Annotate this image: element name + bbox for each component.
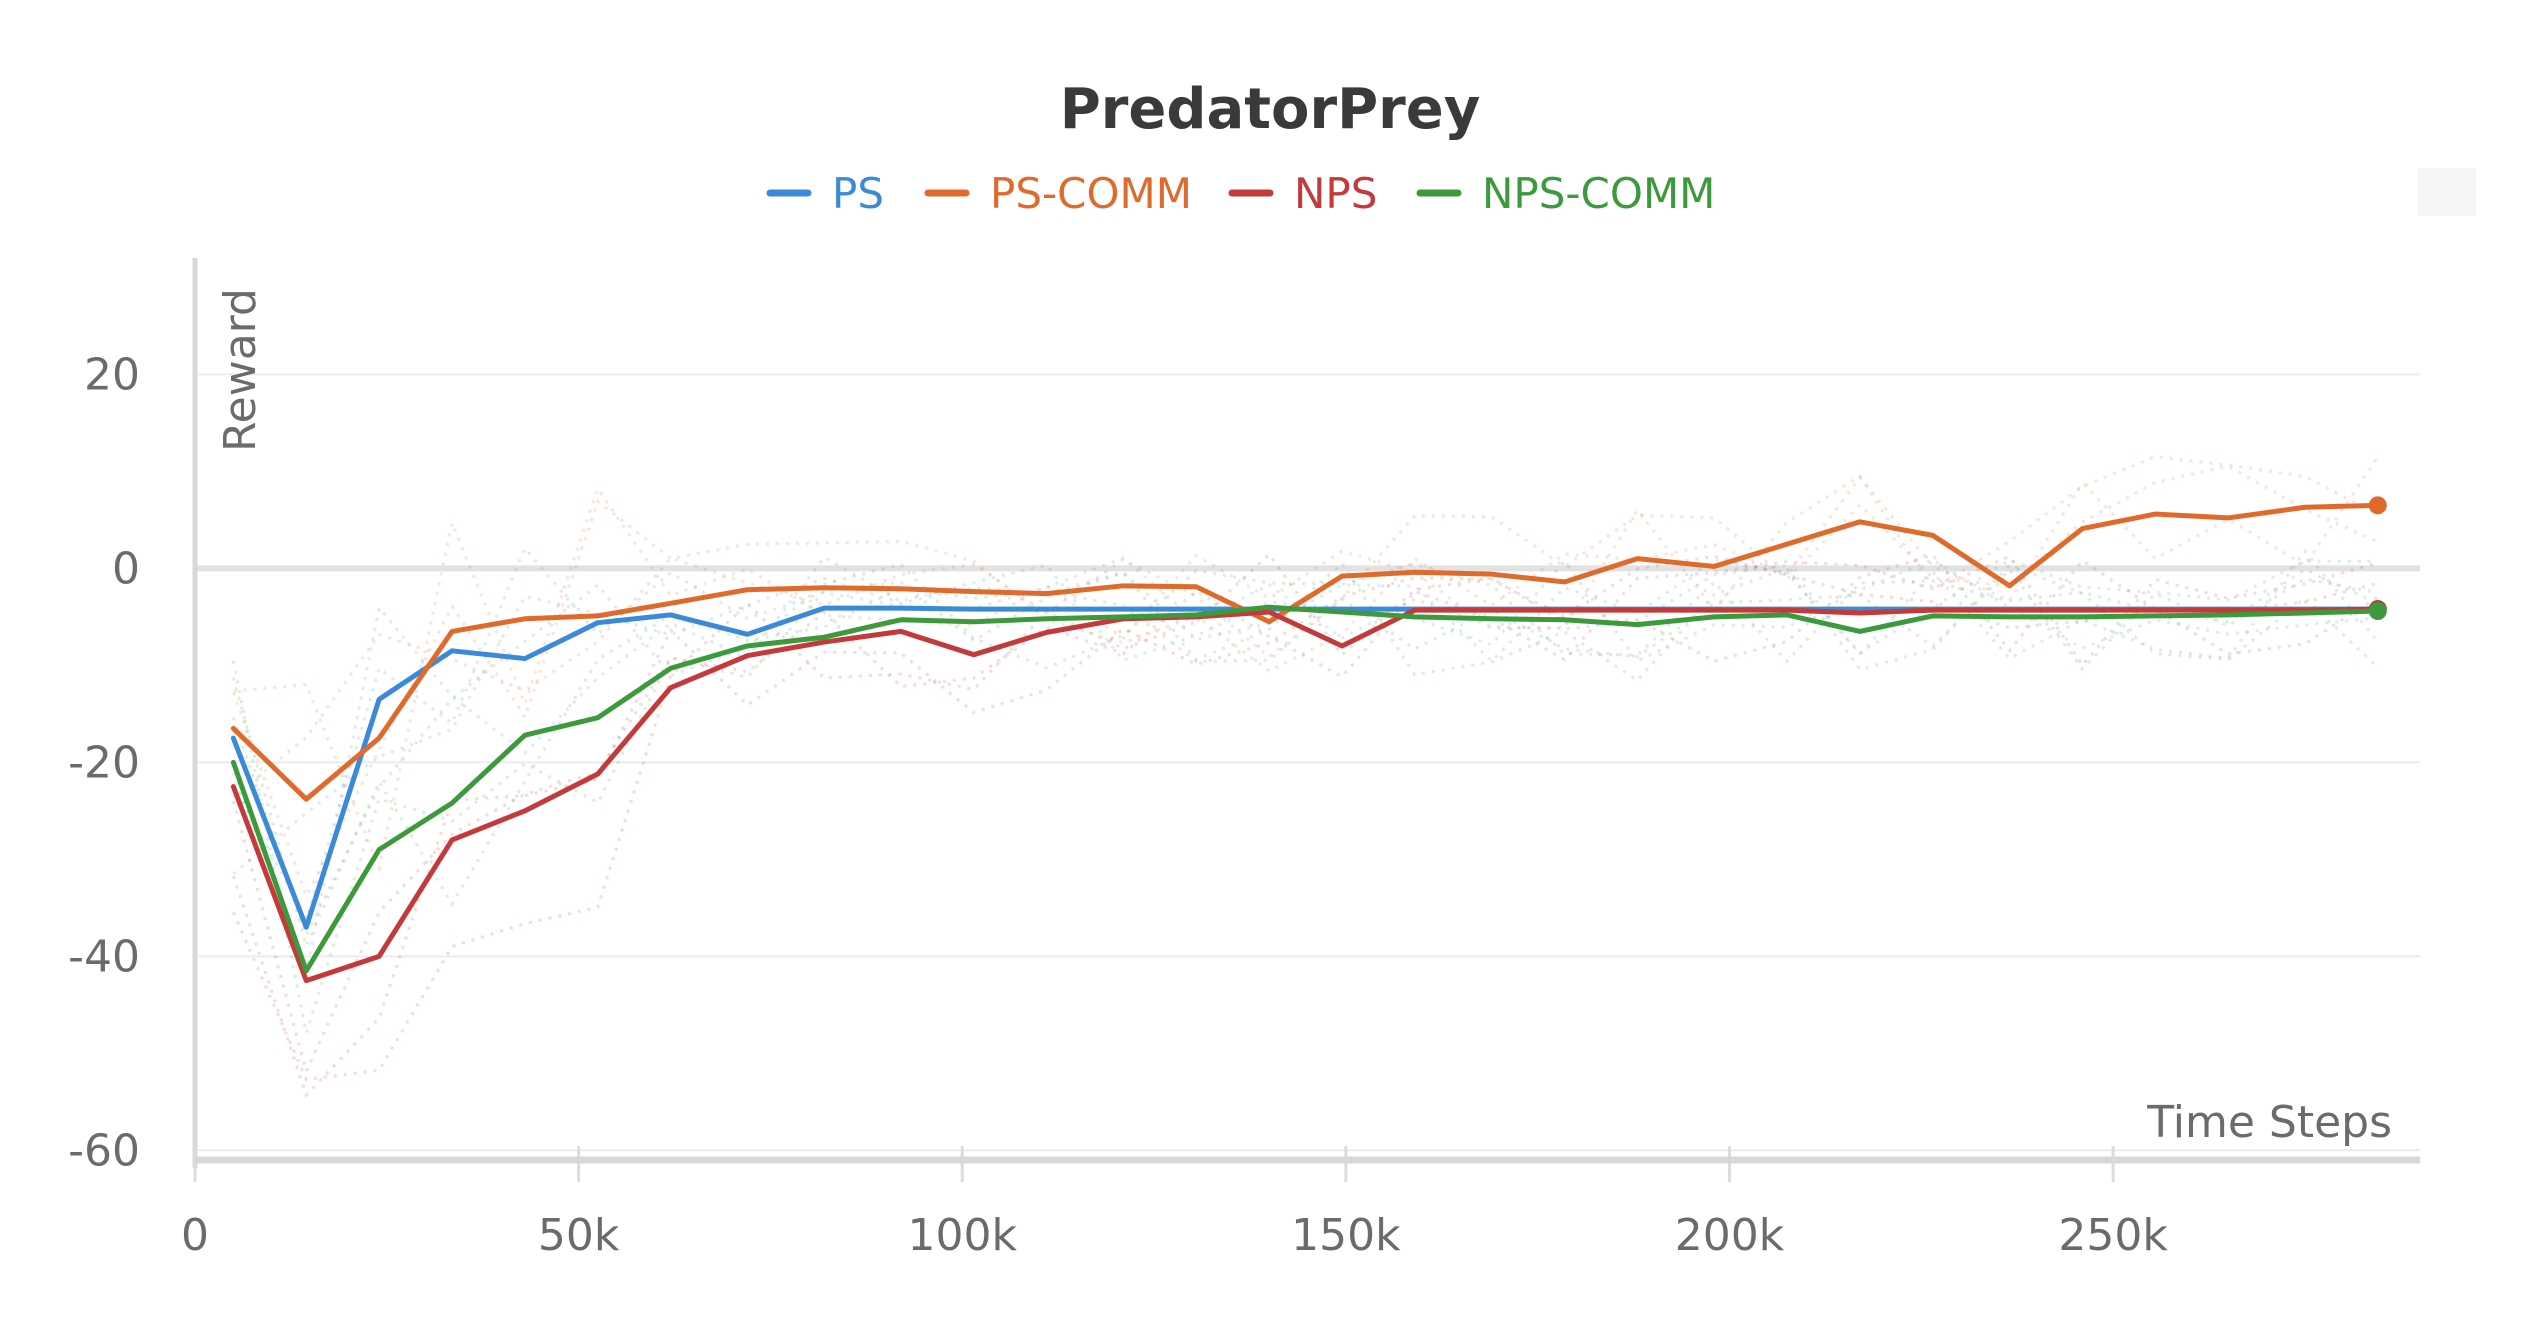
y-tick-label: -60 [68,1125,140,1176]
axes [192,258,2420,1182]
chart-title: PredatorPrey [1060,77,1481,142]
series-line-nps-comm[interactable] [230,604,2381,974]
background-run-line [231,456,2380,900]
background-run-line [232,464,2379,798]
background-run-line [231,562,2379,939]
legend-label: NPS-COMM [1482,169,1715,218]
grid [195,373,2420,1152]
background-run-line [231,567,2379,951]
background-runs [231,455,2380,1099]
series-end-point[interactable] [2368,602,2387,621]
x-tick-label: 100k [908,1210,1018,1261]
legend[interactable]: PS PS-COMM NPS NPS-COMM [766,169,1715,218]
y-tick-label: 0 [112,543,140,594]
series-line-ps-comm[interactable] [230,502,2381,802]
legend-item-nps-comm[interactable]: NPS-COMM [1416,169,1715,218]
x-tick-label: 0 [181,1210,209,1261]
x-tick-label: 200k [1675,1210,1785,1261]
legend-item-ps[interactable]: PS [766,169,884,218]
legend-label: PS [832,169,884,218]
legend-label: NPS [1294,169,1377,218]
background-run-line [231,555,2378,978]
legend-label: PS-COMM [990,169,1192,218]
y-tick-label: 20 [84,349,140,400]
series-line-ps[interactable] [230,605,2381,930]
background-run-line [233,455,2379,874]
legend-item-nps[interactable]: NPS [1228,169,1377,218]
tick-labels: 20 0 -20 -40 -60 0 50k 100k 150k 200k 250k [68,349,2168,1261]
legend-item-ps-comm[interactable]: PS-COMM [924,169,1192,218]
y-axis-label: Reward [215,288,266,452]
background-run-line [231,554,2379,1099]
x-tick-label: 250k [2058,1210,2168,1261]
series-line-nps[interactable] [230,606,2381,984]
background-run-line [231,552,2379,1082]
x-tick-label: 150k [1291,1210,1401,1261]
y-tick-label: -40 [68,931,140,982]
chart-menu-button[interactable] [2418,168,2476,216]
x-tick-label: 50k [538,1210,620,1261]
x-axis-label: Time Steps [2146,1097,2392,1148]
series-end-point[interactable] [2368,496,2387,515]
y-tick-label: -20 [68,737,140,788]
series-lines [230,496,2387,984]
